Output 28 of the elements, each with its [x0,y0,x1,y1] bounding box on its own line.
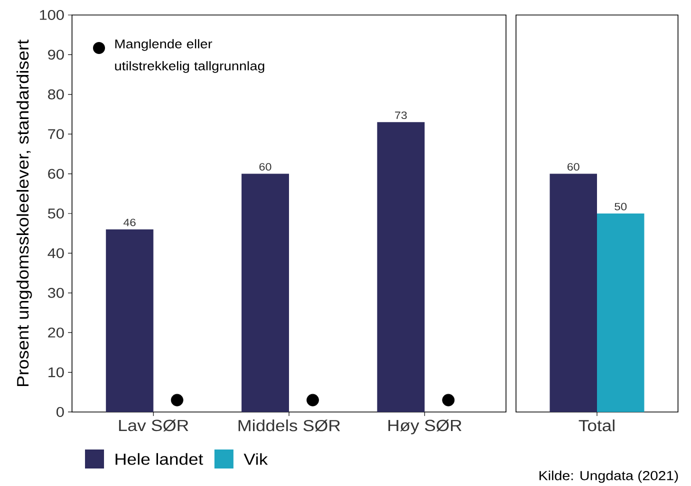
data-label: 73 [395,112,407,119]
data-label: 60 [259,163,272,171]
bar [106,229,154,412]
y-tick-label: 60 [48,168,64,179]
bar [377,122,425,412]
x-tick-label: Middels SØR [238,420,340,432]
bar [242,174,289,412]
legend-label: Vik [244,453,268,465]
y-axis-title: Prosent ungdomsskoleelever, standardisert [16,40,32,386]
text: Kilde: Ungdata (2021) [540,470,678,483]
data-label: 60 [568,163,580,171]
legend-label: Hele landet [116,453,204,465]
y-tick-label: 100 [40,10,64,20]
x-tick-label: Total [578,420,614,432]
data-label: 46 [123,218,136,226]
y-tick-label: 80 [48,89,64,100]
y-tick-label: 30 [48,288,64,298]
y-tick-label: 90 [48,50,64,60]
x-tick-label: Høy SØR [388,420,462,434]
y-tick-label: 0 [56,407,64,417]
y-tick-label: 10 [48,367,64,378]
y-tick-label: 40 [48,248,64,258]
y-tick-label: 20 [48,328,64,338]
y-tick-label: 70 [48,129,64,140]
y-tick-label: 50 [48,208,64,218]
data-label: 50 [614,202,627,210]
legend-label: Manglende eller utilstrekkelig tallgrunnlag [115,39,264,73]
x-tick-label: Lav SØR [119,420,188,432]
